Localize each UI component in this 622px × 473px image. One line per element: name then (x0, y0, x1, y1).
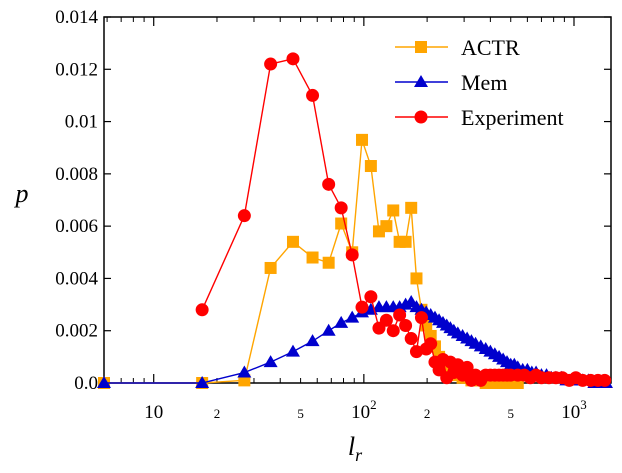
data-point-mem (285, 344, 300, 357)
series-actr (98, 133, 524, 389)
data-point-actr (264, 261, 277, 274)
data-point-actr (399, 235, 412, 248)
legend-item-mem: Mem (395, 70, 507, 95)
x-axis-title: lr (348, 432, 363, 465)
x-minor-label: 2 (214, 406, 221, 421)
legend-label-mem: Mem (461, 70, 507, 95)
data-point-experiment (364, 290, 378, 304)
y-tick-label: 0.008 (55, 164, 98, 185)
data-point-experiment (414, 311, 428, 325)
y-tick-label: 0.004 (55, 268, 98, 289)
data-point-mem (334, 315, 349, 328)
data-point-actr (405, 201, 418, 214)
data-point-mem (263, 355, 278, 368)
y-tick-label: 0.0 (74, 373, 98, 394)
data-point-experiment (345, 248, 359, 262)
data-point-experiment (334, 201, 348, 215)
data-point-experiment (286, 52, 300, 66)
data-point-actr (387, 204, 400, 217)
series-layer (97, 52, 613, 389)
x-minor-label: 2 (424, 406, 431, 421)
x-tick-label: 103 (561, 397, 587, 423)
x-tick-exp: 3 (580, 397, 587, 412)
data-point-mem (345, 310, 360, 323)
x-tick-label: 102 (351, 397, 377, 423)
data-point-mem (97, 376, 111, 388)
data-point-experiment (355, 300, 369, 314)
data-point-experiment (322, 177, 336, 191)
data-point-experiment (399, 318, 413, 332)
data-point-actr (286, 235, 299, 248)
series-mem (97, 294, 613, 388)
x-tick-base: 10 (351, 402, 370, 423)
data-point-experiment (264, 57, 278, 71)
data-point-actr (306, 251, 319, 264)
data-point-experiment (460, 360, 474, 374)
data-point-actr (356, 133, 369, 146)
data-point-experiment (195, 303, 209, 317)
data-point-experiment (386, 324, 400, 338)
y-tick-label: 0.006 (55, 216, 98, 237)
legend-label-experiment: Experiment (461, 105, 564, 130)
series-experiment (195, 52, 612, 387)
data-point-actr (380, 220, 393, 233)
x-tick-base: 10 (561, 402, 580, 423)
x-tick-base: 10 (144, 402, 163, 423)
data-point-mem (321, 323, 336, 336)
x-tick-exp: 2 (370, 397, 377, 412)
data-point-experiment (393, 308, 407, 322)
legend-label-actr: ACTR (461, 35, 520, 60)
x-minor-label: 5 (297, 406, 304, 421)
data-point-actr (322, 256, 335, 269)
data-point-actr (364, 160, 377, 173)
x-tick-label: 10 (144, 402, 163, 423)
x-axis-title-sub: r (355, 445, 363, 465)
data-point-experiment (424, 337, 438, 351)
y-tick-label: 0.012 (55, 59, 98, 80)
data-point-mem (305, 334, 320, 347)
data-point-experiment (237, 209, 251, 223)
y-axis-title: p (14, 179, 29, 208)
data-point-mem (237, 365, 252, 378)
data-point-experiment (404, 332, 418, 346)
legend-marker-experiment (414, 110, 428, 124)
y-tick-label: 0.01 (65, 112, 98, 133)
data-point-mem (195, 376, 210, 388)
legend: ACTR Mem Experiment (395, 35, 564, 130)
x-axis-title-main: l (348, 432, 355, 461)
data-point-experiment (306, 88, 320, 102)
plot-frame (103, 16, 612, 384)
legend-marker-actr (415, 41, 427, 53)
legend-marker-mem (414, 75, 428, 87)
y-tick-label: 0.002 (55, 321, 98, 342)
data-point-experiment (379, 313, 393, 327)
data-point-experiment (598, 373, 612, 387)
legend-item-experiment: Experiment (395, 105, 564, 130)
legend-item-actr: ACTR (395, 35, 520, 60)
data-point-actr (410, 272, 423, 285)
y-tick-label: 0.014 (55, 7, 98, 28)
x-minor-label: 5 (507, 406, 514, 421)
